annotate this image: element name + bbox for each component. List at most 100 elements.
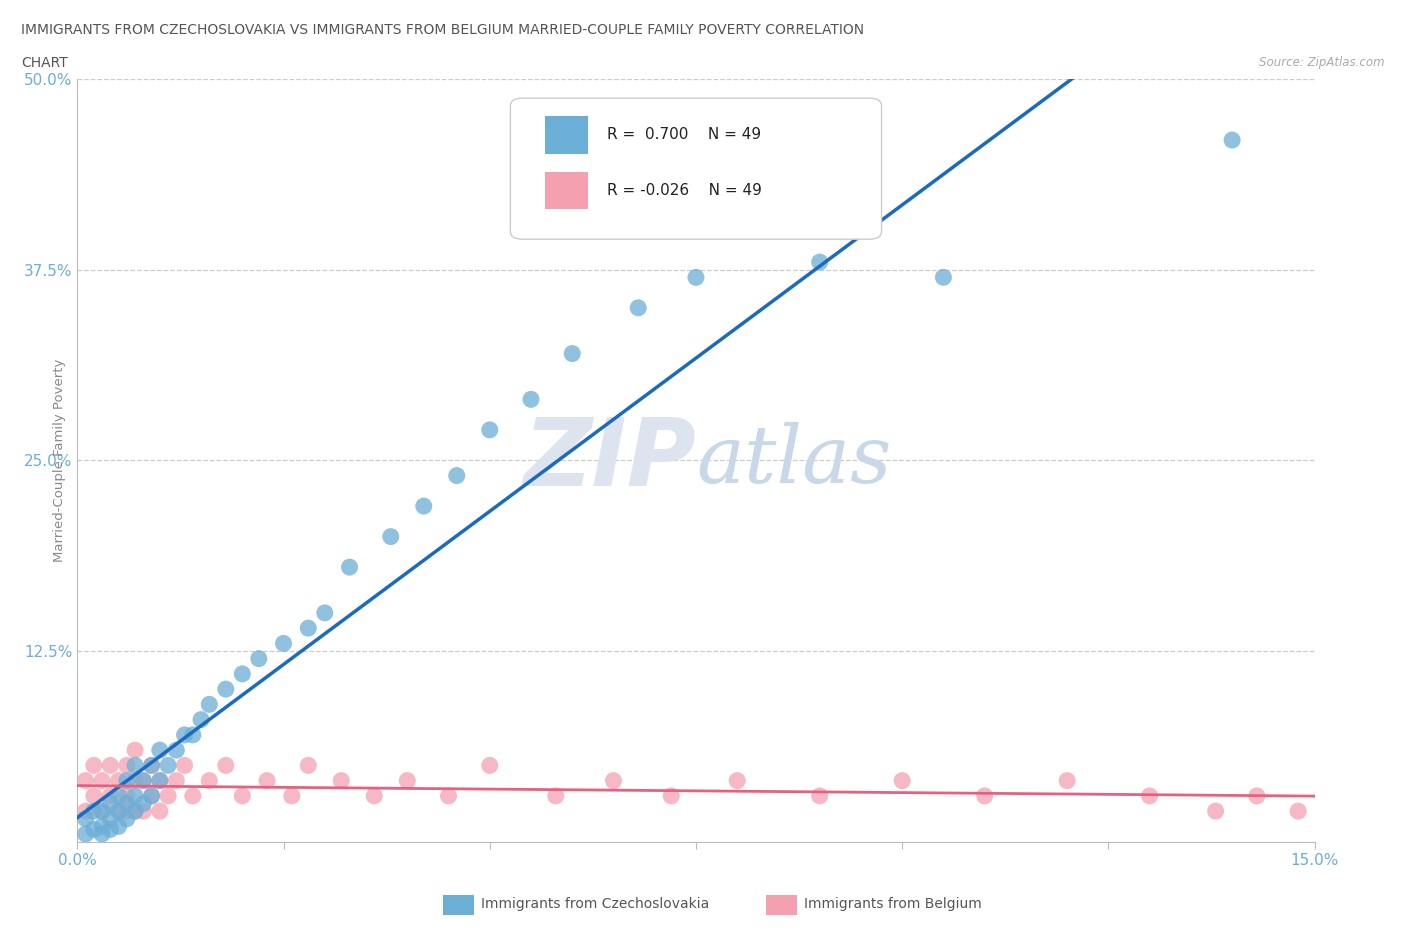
Point xyxy=(157,758,180,773)
Point xyxy=(446,468,468,483)
Point xyxy=(91,827,114,842)
Text: CHART: CHART xyxy=(21,56,67,70)
Point xyxy=(215,758,238,773)
Point xyxy=(297,758,319,773)
Point xyxy=(141,789,163,804)
Point xyxy=(173,758,195,773)
Point xyxy=(231,789,253,804)
Point xyxy=(181,727,204,742)
Point xyxy=(973,789,995,804)
Point xyxy=(107,804,129,818)
FancyBboxPatch shape xyxy=(510,99,882,239)
Point xyxy=(107,819,129,834)
Point xyxy=(273,636,295,651)
Point xyxy=(231,667,253,682)
Text: Source: ZipAtlas.com: Source: ZipAtlas.com xyxy=(1260,56,1385,69)
Point xyxy=(115,811,138,826)
Point xyxy=(685,270,707,285)
Point xyxy=(190,712,212,727)
Point xyxy=(124,758,146,773)
Point xyxy=(281,789,304,804)
Point xyxy=(115,789,138,804)
Point xyxy=(165,743,187,758)
Point xyxy=(808,255,831,270)
Point xyxy=(115,796,138,811)
Point xyxy=(149,773,172,788)
Text: Immigrants from Czechoslovakia: Immigrants from Czechoslovakia xyxy=(481,897,709,911)
Point xyxy=(181,789,204,804)
Point xyxy=(247,651,270,666)
Point xyxy=(83,822,105,837)
Text: R = -0.026    N = 49: R = -0.026 N = 49 xyxy=(607,182,762,198)
Point xyxy=(891,773,914,788)
Text: atlas: atlas xyxy=(696,421,891,499)
Point xyxy=(314,605,336,620)
Point xyxy=(115,804,138,818)
Point xyxy=(627,300,650,315)
Point xyxy=(132,773,155,788)
Point xyxy=(124,804,146,818)
Point xyxy=(602,773,624,788)
Point xyxy=(215,682,238,697)
Text: ZIP: ZIP xyxy=(523,415,696,506)
Point xyxy=(149,743,172,758)
Point xyxy=(75,811,97,826)
Point xyxy=(544,789,567,804)
Text: R =  0.700    N = 49: R = 0.700 N = 49 xyxy=(607,127,761,142)
Point xyxy=(198,773,221,788)
Point xyxy=(659,789,682,804)
Point xyxy=(396,773,419,788)
Point xyxy=(115,758,138,773)
Point xyxy=(412,498,434,513)
Point xyxy=(198,697,221,711)
Point xyxy=(1246,789,1268,804)
Point xyxy=(132,804,155,818)
Point xyxy=(1205,804,1227,818)
Point xyxy=(91,804,114,818)
Point xyxy=(124,773,146,788)
Point xyxy=(561,346,583,361)
Point xyxy=(98,796,121,811)
Point xyxy=(1286,804,1309,818)
Point xyxy=(91,773,114,788)
Point xyxy=(141,758,163,773)
FancyBboxPatch shape xyxy=(546,171,588,209)
Point xyxy=(363,789,385,804)
Point xyxy=(256,773,278,788)
Point xyxy=(520,392,543,406)
Point xyxy=(124,789,146,804)
Point xyxy=(107,773,129,788)
Point xyxy=(339,560,361,575)
Point xyxy=(141,789,163,804)
Point xyxy=(380,529,402,544)
Text: Immigrants from Belgium: Immigrants from Belgium xyxy=(804,897,981,911)
Point xyxy=(98,789,121,804)
Point xyxy=(107,789,129,804)
Point xyxy=(83,804,105,818)
Point xyxy=(83,789,105,804)
Point xyxy=(437,789,460,804)
Point xyxy=(91,804,114,818)
Point xyxy=(75,804,97,818)
Point xyxy=(173,727,195,742)
Point xyxy=(141,758,163,773)
Point xyxy=(1139,789,1161,804)
Point xyxy=(932,270,955,285)
Point xyxy=(115,773,138,788)
Point xyxy=(1056,773,1078,788)
Point xyxy=(157,789,180,804)
Point xyxy=(297,620,319,635)
Point xyxy=(107,804,129,818)
Point xyxy=(132,796,155,811)
Point xyxy=(124,804,146,818)
Point xyxy=(132,773,155,788)
Y-axis label: Married-Couple Family Poverty: Married-Couple Family Poverty xyxy=(53,359,66,562)
Point xyxy=(75,773,97,788)
Point xyxy=(149,773,172,788)
Point xyxy=(478,758,501,773)
Point xyxy=(149,804,172,818)
Point xyxy=(98,822,121,837)
Point xyxy=(91,819,114,834)
Point xyxy=(478,422,501,437)
Point xyxy=(98,758,121,773)
